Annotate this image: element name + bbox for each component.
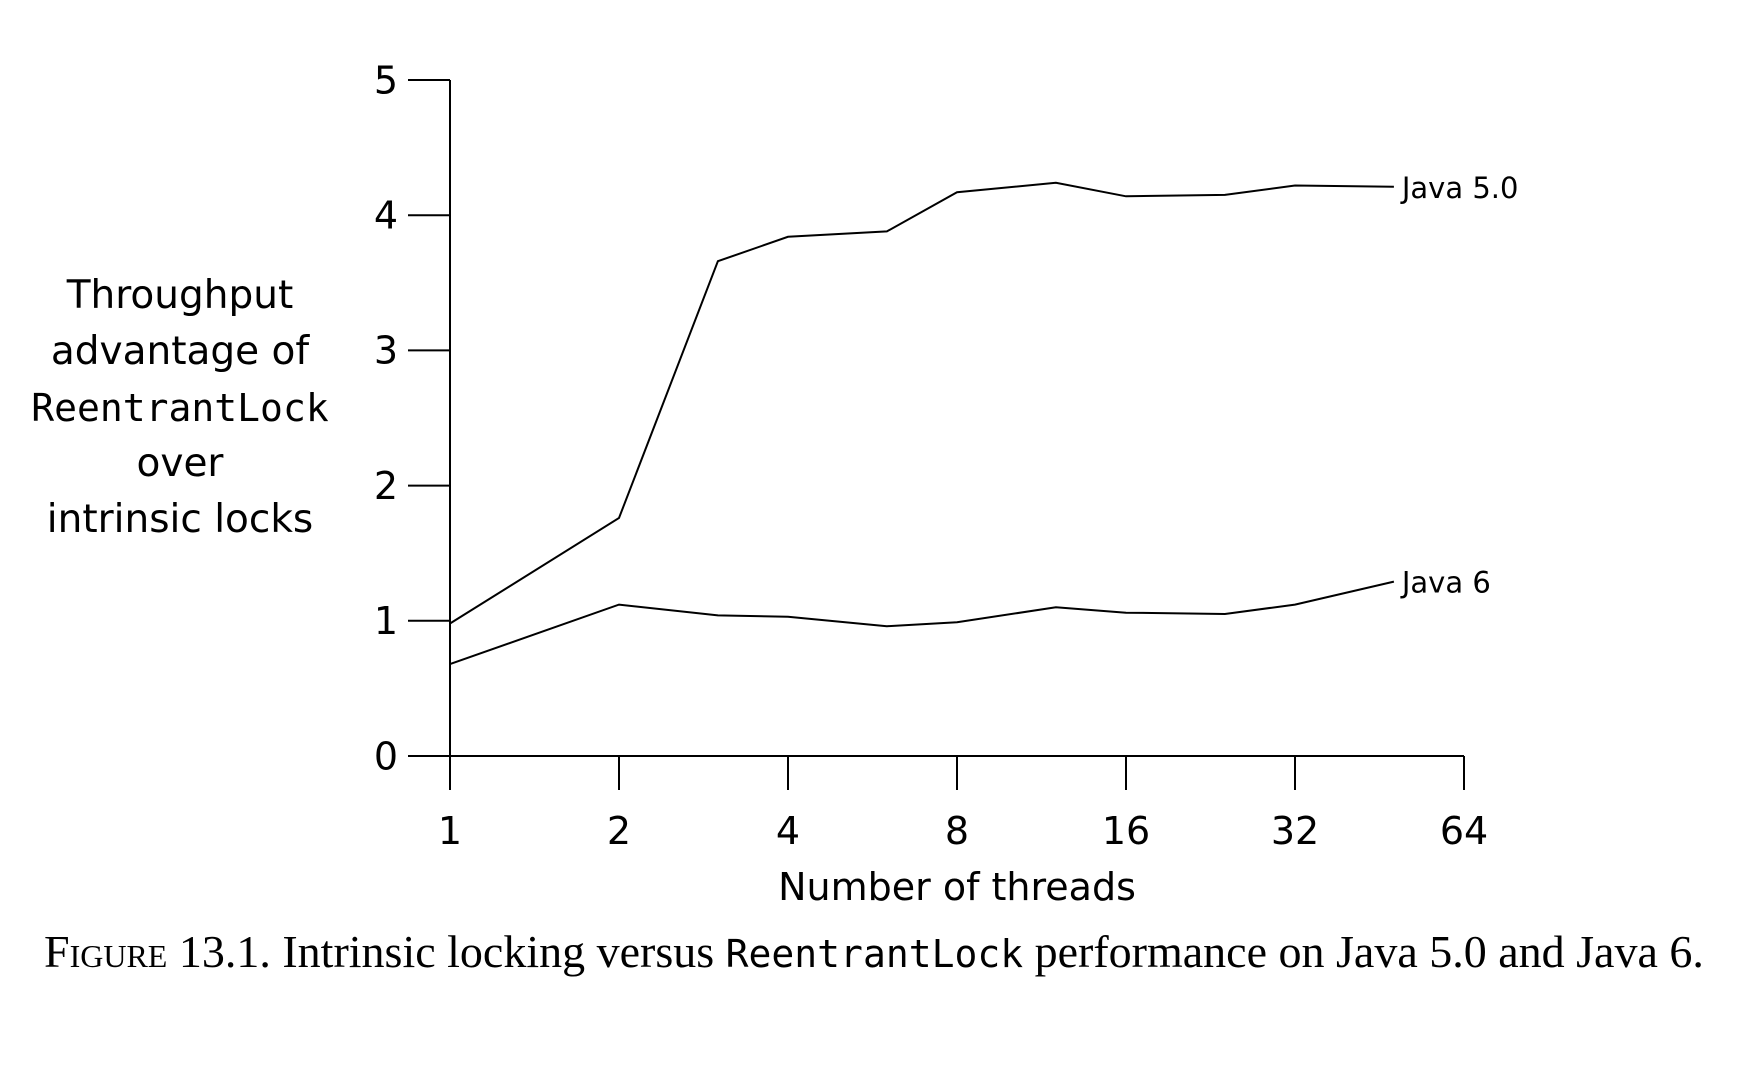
x-tick-label: 32 xyxy=(1271,809,1319,853)
caption-text-before: Intrinsic locking versus xyxy=(282,926,715,977)
figure-caption: Figure 13.1. Intrinsic locking versus Re… xyxy=(44,924,1724,982)
y-tick-label: 5 xyxy=(374,58,398,102)
x-axis-label: Number of threads xyxy=(778,865,1136,909)
y-axis-label: Throughput advantage of ReentrantLock ov… xyxy=(0,268,360,548)
series-line-1 xyxy=(449,181,1394,625)
y-tick-label: 2 xyxy=(374,464,398,508)
chart-labels: Number of threads Java 5.0 Java 6 xyxy=(778,171,1518,909)
x-tick-label: 1 xyxy=(438,809,462,853)
y-tick-label: 0 xyxy=(374,734,398,778)
chart-axes xyxy=(449,80,1464,757)
y-tick-label: 1 xyxy=(374,599,398,643)
chart-series xyxy=(449,181,1395,666)
series-label-2: Java 6 xyxy=(1400,566,1491,600)
y-tick-label: 3 xyxy=(374,329,398,373)
y-axis-label-line-3: ReentrantLock xyxy=(31,386,329,430)
x-tick-label: 64 xyxy=(1440,809,1488,853)
y-axis-label-line-4: over xyxy=(136,441,224,486)
series-label-1: Java 5.0 xyxy=(1400,171,1519,205)
y-axis-label-line-2: advantage of xyxy=(50,329,310,374)
x-tick-label: 16 xyxy=(1102,809,1150,853)
series-line-2 xyxy=(449,580,1395,666)
caption-text-after: performance on Java 5.0 and Java 6. xyxy=(1034,926,1704,977)
y-axis-label-line-1: Throughput xyxy=(66,273,294,318)
x-tick-label: 4 xyxy=(776,809,800,853)
x-tick-label: 8 xyxy=(945,809,969,853)
figure-label: Figure 13.1. xyxy=(44,926,271,977)
caption-code: ReentrantLock xyxy=(725,932,1024,976)
y-tick-label: 4 xyxy=(374,194,398,238)
y-axis-label-line-5: intrinsic locks xyxy=(46,497,314,542)
x-tick-label: 2 xyxy=(607,809,631,853)
